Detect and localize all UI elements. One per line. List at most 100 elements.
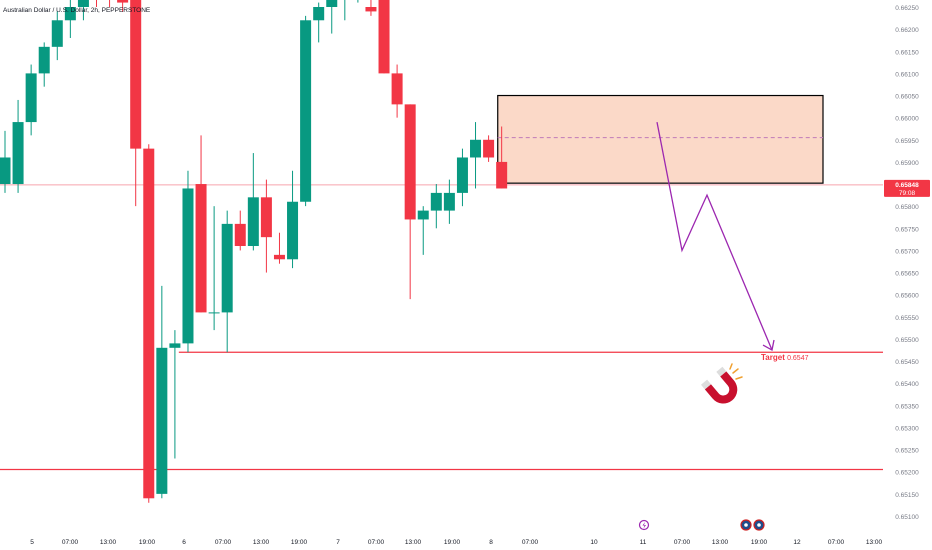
x-tick-label: 13:00 — [866, 539, 883, 546]
x-tick-label: 07:00 — [828, 539, 845, 546]
x-tick-label: 7 — [336, 539, 340, 546]
x-tick-label: 12 — [793, 539, 801, 546]
candle — [456, 148, 468, 207]
candle-body — [496, 161, 508, 189]
candle-body — [300, 20, 312, 202]
candle-body — [365, 7, 377, 12]
y-tick-label: 0.66150 — [895, 49, 919, 56]
candle-body — [143, 148, 155, 499]
y-tick-label: 0.65100 — [895, 514, 919, 521]
candle — [0, 130, 11, 193]
candle — [378, 0, 390, 74]
candle — [470, 122, 482, 189]
candle-body — [38, 46, 50, 74]
candle-body — [12, 122, 24, 185]
event-icon-dot — [744, 523, 748, 527]
candle-body — [0, 157, 11, 185]
candle — [496, 126, 508, 189]
candle — [483, 135, 495, 162]
candle — [195, 135, 207, 313]
candle-body — [130, 0, 142, 149]
candle-body — [64, 7, 76, 21]
candle — [273, 232, 285, 264]
candle — [156, 285, 168, 499]
x-tick-label: 07:00 — [215, 539, 232, 546]
magnet-icon — [700, 366, 738, 404]
y-tick-label: 0.65700 — [895, 248, 919, 255]
x-tick-label: 6 — [182, 539, 186, 546]
candle-body — [169, 343, 181, 348]
candle-body — [117, 0, 129, 3]
candle-body — [77, 0, 89, 7]
candle — [77, 0, 89, 21]
candle-body — [260, 197, 272, 238]
time-axis-bg — [0, 532, 932, 550]
candle — [313, 2, 325, 43]
y-tick-label: 0.65150 — [895, 492, 919, 499]
y-tick-label: 0.65250 — [895, 448, 919, 455]
magnet-tip-right — [716, 366, 727, 377]
y-tick-label: 0.65300 — [895, 425, 919, 432]
candle — [109, 0, 111, 7]
candle — [365, 0, 377, 16]
x-tick-label: 19:00 — [751, 539, 768, 546]
x-tick-label: 13:00 — [405, 539, 422, 546]
candle-body — [483, 139, 495, 158]
magnet-body — [704, 371, 738, 404]
candle-body — [208, 312, 220, 314]
y-tick-label: 0.66250 — [895, 5, 919, 12]
x-tick-label: 11 — [640, 539, 647, 546]
magnet-sparks — [729, 363, 743, 380]
y-tick-label: 0.65550 — [895, 315, 919, 322]
candle-body — [456, 157, 468, 193]
candle-body — [470, 139, 482, 158]
candle-body — [195, 184, 207, 313]
x-tick-label: 07:00 — [674, 539, 691, 546]
candle-body — [417, 210, 429, 220]
candle-body — [25, 73, 37, 123]
candle-body — [443, 192, 455, 211]
x-tick-label: 5 — [30, 539, 34, 546]
candle-body — [51, 20, 63, 47]
candle — [430, 184, 442, 229]
x-tick-label: 8 — [489, 539, 493, 546]
candle — [95, 0, 97, 7]
candle — [357, 0, 359, 3]
x-tick-label: 07:00 — [62, 539, 79, 546]
candle-body — [313, 7, 325, 21]
candle-body — [156, 347, 168, 494]
x-tick-label: 19:00 — [139, 539, 156, 546]
x-tick-label: 07:00 — [368, 539, 385, 546]
y-tick-label: 0.65650 — [895, 271, 919, 278]
x-tick-label: 07:00 — [522, 539, 539, 546]
candle — [260, 179, 272, 273]
candle-body — [221, 223, 233, 313]
price-axis-bg — [883, 0, 932, 550]
y-tick-label: 0.65400 — [895, 381, 919, 388]
projection-path[interactable] — [656, 121, 773, 351]
candle — [12, 99, 24, 193]
candle — [300, 15, 312, 207]
candle-body — [378, 0, 390, 74]
candle-body — [234, 223, 246, 247]
candle — [417, 206, 429, 255]
y-tick-label: 0.65450 — [895, 359, 919, 366]
candle-body — [430, 192, 442, 211]
lightning-glyph — [642, 522, 646, 529]
candle — [234, 210, 246, 251]
y-tick-label: 0.65900 — [895, 160, 919, 167]
event-icon-dot — [757, 523, 761, 527]
y-tick-label: 0.66050 — [895, 94, 919, 101]
x-tick-label: 13:00 — [712, 539, 729, 546]
x-tick-label: 13:00 — [100, 539, 117, 546]
y-tick-label: 0.65950 — [895, 138, 919, 145]
y-tick-label: 0.66200 — [895, 27, 919, 34]
candle-body — [404, 104, 416, 220]
y-tick-label: 0.66100 — [895, 71, 919, 78]
current-price-tag — [884, 179, 930, 197]
x-tick-label: 19:00 — [291, 539, 308, 546]
candle — [287, 170, 299, 269]
candle — [443, 179, 455, 224]
y-tick-label: 0.66000 — [895, 116, 919, 123]
